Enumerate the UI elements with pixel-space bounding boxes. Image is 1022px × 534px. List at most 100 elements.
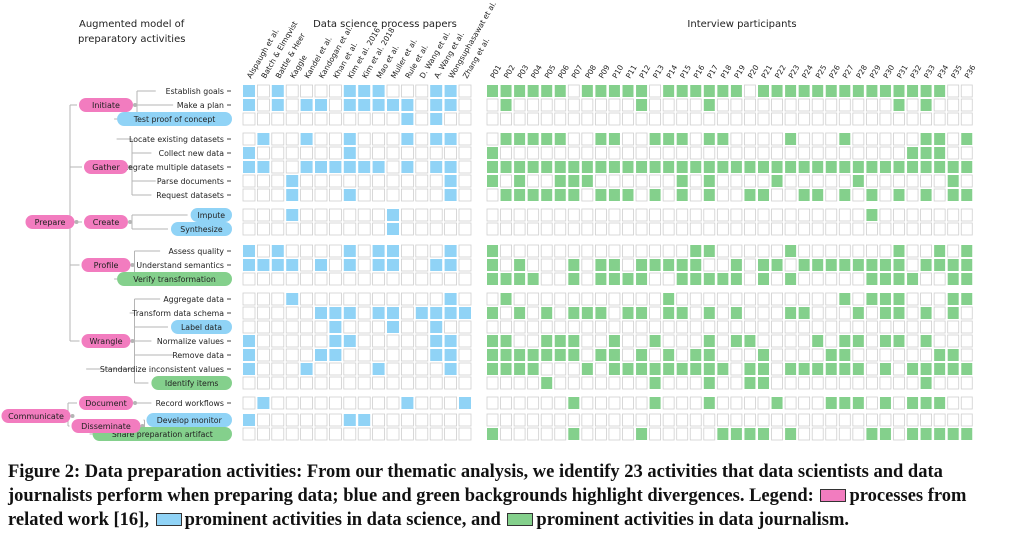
process-create-label: Create — [93, 218, 120, 227]
participant-cell — [649, 427, 661, 441]
paper-cell — [242, 396, 256, 410]
participant-cell — [758, 377, 769, 389]
paper-cell — [256, 292, 270, 306]
paper-cell — [400, 84, 414, 98]
participant-cell — [839, 189, 851, 201]
participant-label: P22 — [773, 63, 788, 80]
participant-cell — [717, 133, 729, 145]
participant-cell — [540, 112, 553, 126]
activity-label: Transform data schema — [131, 309, 224, 318]
participant-cell — [920, 307, 932, 319]
paper-cell — [328, 396, 342, 410]
participant-cell — [838, 413, 851, 427]
participant-cell — [554, 320, 567, 334]
participant-cell — [879, 85, 891, 97]
participant-cell — [554, 222, 567, 236]
participant-cell — [676, 161, 688, 173]
participant-cell — [703, 363, 715, 375]
participant-label: P20 — [746, 63, 761, 80]
participant-cell — [622, 112, 634, 126]
participant-cell — [771, 188, 783, 202]
participant-cell — [527, 306, 540, 320]
participant-cell — [513, 222, 526, 236]
participant-cell — [608, 292, 621, 306]
participant-cell — [487, 245, 498, 257]
participant-cell — [717, 161, 729, 173]
participant-cell — [933, 272, 946, 286]
participant-cell — [581, 320, 594, 334]
participant-cell — [879, 293, 891, 305]
participant-cell — [811, 427, 824, 441]
paper-cell — [415, 208, 429, 222]
paper-cell — [343, 222, 357, 236]
participant-cell — [839, 161, 851, 173]
paper-cell — [243, 414, 255, 426]
participant-cell — [785, 85, 797, 97]
participant-cell — [716, 222, 729, 236]
participant-cell — [784, 112, 797, 126]
activity-identify-items: Identify items — [151, 376, 232, 390]
participant-cell — [893, 335, 905, 347]
participant-cell — [635, 174, 648, 188]
participant-cell — [784, 413, 797, 427]
paper-cell — [300, 427, 314, 441]
paper-cell — [458, 362, 472, 376]
participant-cell — [730, 132, 743, 146]
participant-cell — [514, 85, 526, 97]
paper-cell — [372, 174, 386, 188]
participant-cell — [581, 188, 594, 202]
paper-cell — [300, 133, 313, 145]
participant-cell — [676, 189, 688, 201]
participant-label: P21 — [759, 63, 774, 80]
participant-cell — [960, 320, 973, 334]
participant-cell — [825, 85, 837, 97]
paper-cell — [458, 160, 472, 174]
paper-cell — [430, 335, 443, 347]
paper-cell — [444, 175, 457, 187]
participant-cell — [811, 292, 824, 306]
paper-cell — [285, 334, 299, 348]
participant-cell — [689, 396, 702, 410]
paper-cell — [300, 188, 314, 202]
participant-cell — [567, 362, 580, 376]
participant-cell — [771, 292, 783, 306]
paper-cell — [286, 189, 299, 201]
participant-cell — [893, 320, 905, 334]
paper-cell — [444, 133, 457, 145]
participant-cell — [744, 363, 756, 375]
participant-cell — [947, 334, 960, 348]
participant-cell — [893, 189, 905, 201]
paper-cell — [271, 396, 285, 410]
participant-cell — [838, 174, 851, 188]
activity-label: Label data — [181, 323, 222, 332]
paper-cell — [386, 348, 400, 362]
participant-cell — [622, 132, 634, 146]
participant-cell — [879, 363, 891, 375]
participant-cell — [758, 161, 769, 173]
paper-cell — [429, 222, 443, 236]
participant-cell — [717, 428, 729, 440]
participant-cell — [567, 320, 580, 334]
participant-cell — [744, 272, 756, 286]
participant-cell — [757, 244, 770, 258]
participant-cell — [649, 98, 661, 112]
participant-cell — [798, 208, 811, 222]
paper-cell — [271, 320, 285, 334]
paper-cell — [256, 348, 270, 362]
participant-cell — [527, 208, 540, 222]
participant-cell — [608, 161, 620, 173]
participant-cell — [838, 272, 851, 286]
participant-cell — [513, 98, 526, 112]
paper-cell — [444, 189, 457, 201]
paper-cell — [401, 161, 414, 173]
participant-cell — [514, 363, 526, 375]
paper-cell — [429, 244, 443, 258]
paper-cell — [458, 222, 472, 236]
activity-pill-bg — [171, 320, 232, 334]
participant-cell — [811, 272, 824, 286]
participant-cell — [852, 175, 864, 187]
participant-cell — [798, 348, 811, 362]
process-profile-bg — [81, 258, 131, 272]
participant-cell — [689, 306, 702, 320]
participant-cell — [541, 349, 553, 361]
